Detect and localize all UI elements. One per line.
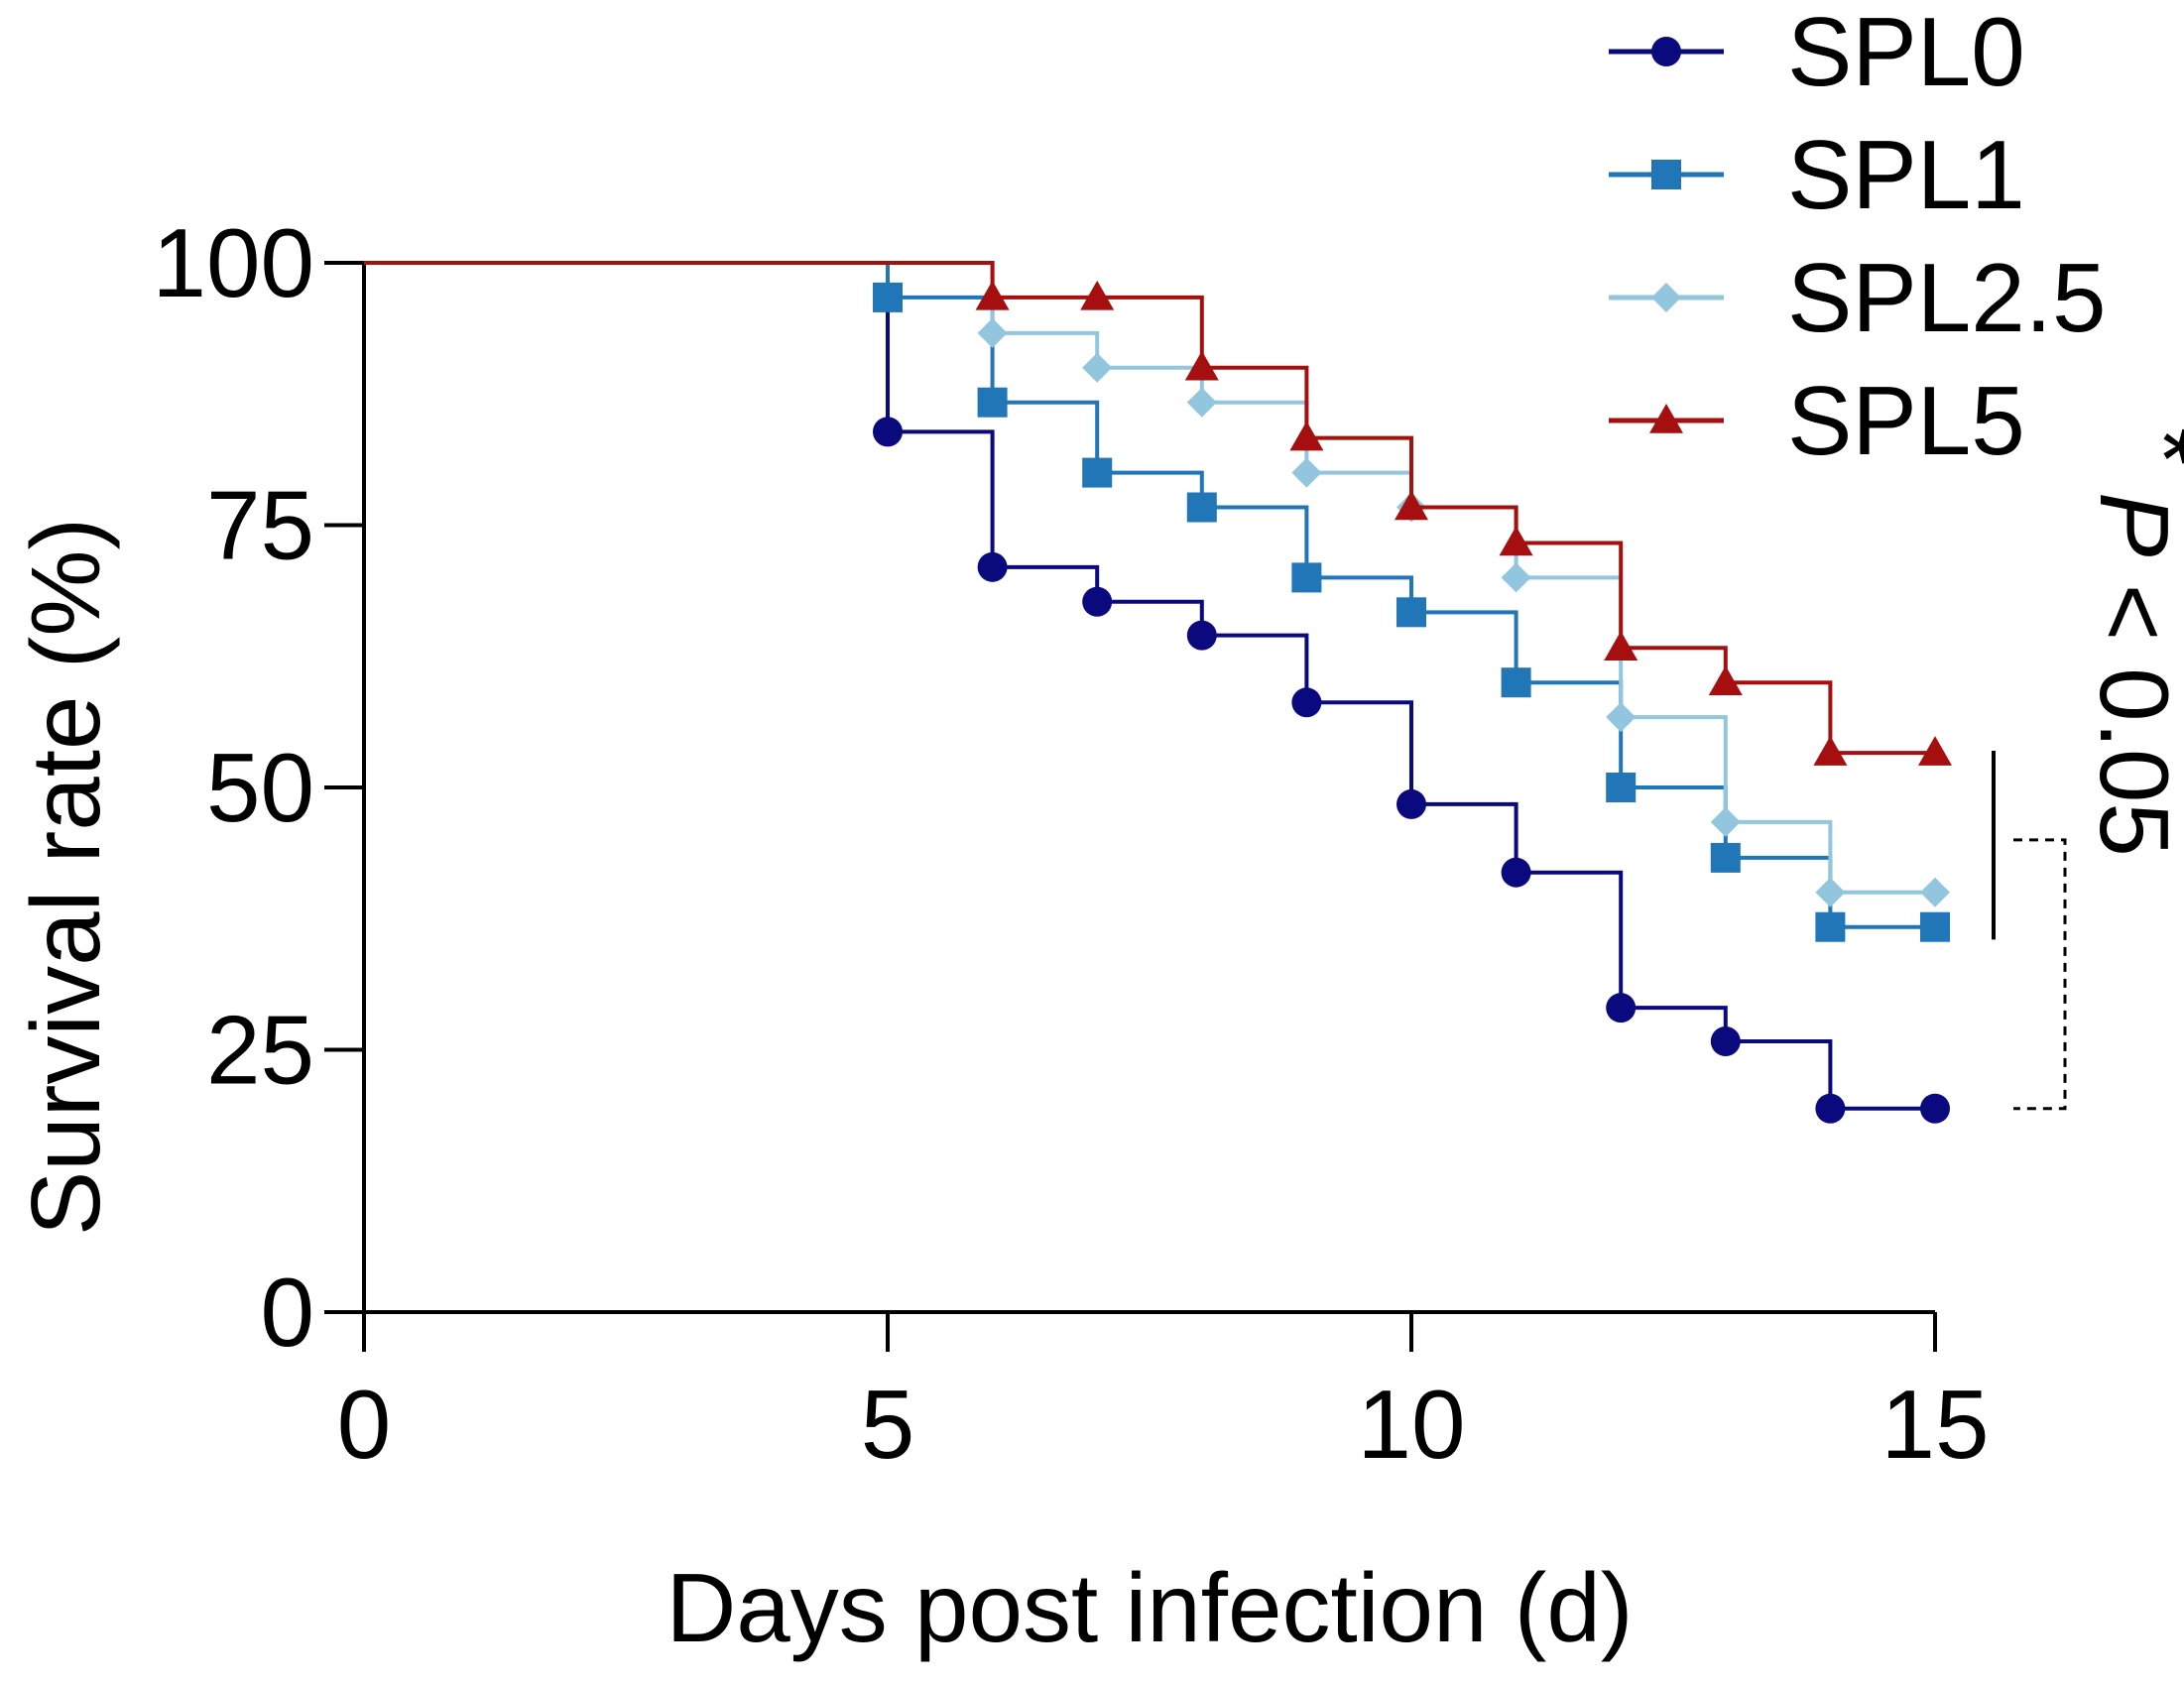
- data-point: [1499, 526, 1533, 556]
- data-point: [1606, 993, 1637, 1024]
- data-point: [1815, 877, 1846, 907]
- legend-marker: [1649, 404, 1683, 433]
- data-point: [1395, 490, 1428, 521]
- y-axis-title: Survival rate (%): [11, 518, 120, 1236]
- data-point: [1606, 773, 1637, 802]
- data-point: [1396, 788, 1426, 819]
- data-point: [977, 317, 1008, 348]
- data-point: [1291, 687, 1322, 718]
- legend-item: SPL5: [1609, 366, 2025, 475]
- data-point: [1710, 1026, 1741, 1057]
- data-point: [1082, 352, 1113, 383]
- data-point: [1289, 421, 1324, 451]
- y-tick-label: 0: [260, 1258, 314, 1367]
- legend-marker: [1651, 283, 1681, 312]
- data-point: [1501, 667, 1531, 698]
- data-point: [1813, 736, 1848, 766]
- series-line: [364, 261, 1935, 929]
- significance-annotation: P < 0.05 *: [1992, 427, 2184, 1111]
- data-point: [977, 387, 1008, 418]
- series-layer: [364, 261, 1952, 1124]
- data-point: [1918, 736, 1952, 766]
- series-SPL5: [364, 261, 1952, 766]
- x-tick-label: 10: [1357, 1370, 1465, 1479]
- data-point: [1501, 562, 1531, 593]
- data-point: [1710, 806, 1741, 837]
- axes: 0 5 10 15 0 25 50 75 100 Days post infection (d) S…: [11, 208, 1990, 1662]
- data-point: [873, 417, 903, 447]
- series-SPL2.5: [364, 261, 1950, 907]
- data-point: [1186, 492, 1217, 523]
- legend-item: SPL2.5: [1609, 243, 2106, 352]
- data-point: [1082, 457, 1113, 488]
- data-point: [1815, 911, 1846, 942]
- legend-label: SPL5: [1787, 366, 2025, 475]
- series-line: [364, 261, 1935, 895]
- data-point: [1604, 631, 1638, 662]
- y-tick-label: 50: [206, 733, 314, 842]
- data-point: [1186, 620, 1217, 651]
- significance-star: *: [2110, 427, 2184, 465]
- x-tick-label: 15: [1881, 1370, 1989, 1479]
- bracket-dashed: [2013, 838, 2067, 1111]
- legend-item: SPL1: [1609, 120, 2025, 229]
- legend-marker: [1651, 160, 1681, 189]
- legend-label: SPL2.5: [1787, 243, 2106, 352]
- series-line: [364, 261, 1935, 1111]
- data-point: [1291, 457, 1322, 488]
- data-point: [1291, 562, 1322, 593]
- legend-marker: [1651, 37, 1681, 66]
- series-SPL0: [364, 261, 1950, 1124]
- y-tick-label: 100: [152, 208, 314, 317]
- x-axis-title: Days post infection (d): [667, 1553, 1634, 1662]
- data-point: [1606, 702, 1637, 733]
- y-tick-label: 75: [206, 471, 314, 580]
- data-point: [1920, 911, 1950, 942]
- data-point: [1186, 387, 1217, 418]
- series-line: [364, 261, 1935, 756]
- data-point: [1396, 597, 1426, 628]
- legend: SPL0 SPL1 SPL2.5 SPL5: [1609, 0, 2106, 475]
- data-point: [1082, 586, 1113, 617]
- data-point: [1184, 350, 1219, 381]
- y-tick-label: 25: [206, 996, 314, 1105]
- p-value-text: P < 0.05: [2080, 492, 2184, 857]
- data-point: [873, 282, 903, 312]
- x-tick-label: 0: [337, 1370, 392, 1479]
- data-point: [1708, 665, 1743, 695]
- data-point: [1815, 1093, 1846, 1124]
- data-point: [1920, 877, 1950, 907]
- data-point: [975, 280, 1010, 310]
- p-value-label: P < 0.05 *: [2080, 427, 2184, 857]
- legend-item: SPL0: [1609, 0, 2025, 106]
- data-point: [1710, 842, 1741, 873]
- x-tick-label: 5: [861, 1370, 915, 1479]
- data-point: [1920, 1093, 1950, 1124]
- legend-label: SPL1: [1787, 120, 2025, 229]
- data-point: [1080, 280, 1115, 310]
- data-point: [977, 551, 1008, 582]
- legend-label: SPL0: [1787, 0, 2025, 106]
- data-point: [1501, 857, 1531, 888]
